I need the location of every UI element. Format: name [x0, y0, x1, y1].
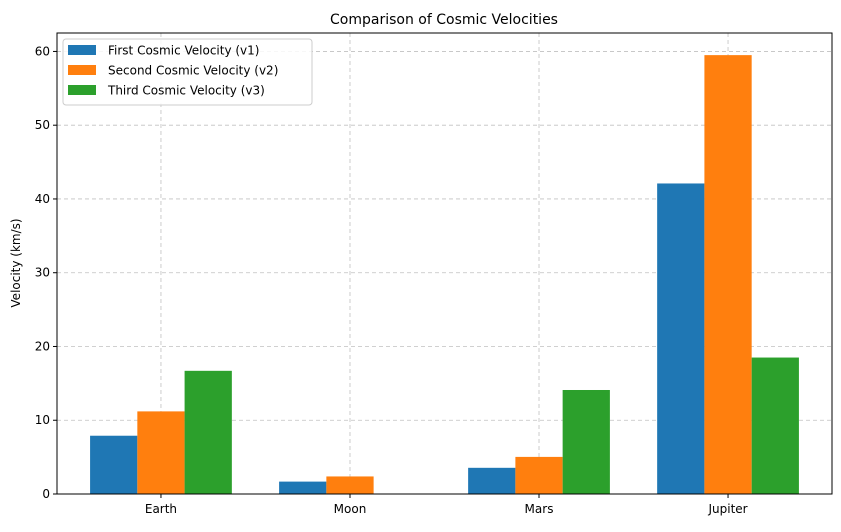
plot-frame: [56, 32, 833, 495]
y-tick-label: 60: [35, 44, 50, 58]
y-tick-label: 0: [42, 487, 50, 501]
bars: [90, 55, 799, 495]
y-tick-label: 10: [35, 413, 50, 427]
legend-label-series-1: First Cosmic Velocity (v1): [108, 44, 259, 58]
legend-swatch-series-2: [68, 65, 96, 75]
bar-earth-series-1: [90, 435, 138, 494]
axis-ticks: 0 10 20 30 40 50 60 Earth Moon Mars Jupiter: [35, 44, 748, 516]
bar-mars-series-3: [562, 389, 610, 494]
bar-jupiter-series-3: [751, 357, 799, 494]
legend: First Cosmic Velocity (v1) Second Cosmic …: [62, 38, 313, 106]
chart-title: Comparison of Cosmic Velocities: [330, 12, 558, 28]
legend-label-series-2: Second Cosmic Velocity (v2): [108, 64, 278, 78]
y-axis-label: Velocity (km/s): [9, 218, 23, 307]
x-tick-label: Moon: [334, 502, 367, 516]
y-tick-label: 20: [35, 339, 50, 353]
y-tick-label: 50: [35, 118, 50, 132]
x-tick-label: Jupiter: [707, 502, 747, 516]
bar-jupiter-series-1: [657, 183, 705, 494]
bar-mars-series-1: [468, 467, 516, 494]
legend-label-series-3: Third Cosmic Velocity (v3): [107, 84, 265, 98]
bar-moon-series-1: [279, 481, 327, 494]
bar-moon-series-2: [326, 476, 374, 494]
bar-earth-series-3: [184, 370, 232, 494]
x-tick-label: Earth: [145, 502, 177, 516]
bar-earth-series-2: [137, 411, 185, 494]
legend-frame: [62, 38, 313, 106]
bar-mars-series-2: [515, 456, 563, 494]
legend-swatch-series-3: [68, 85, 96, 95]
bar-jupiter-series-2: [704, 55, 752, 495]
y-tick-label: 30: [35, 266, 50, 280]
y-tick-label: 40: [35, 192, 50, 206]
legend-swatch-series-1: [68, 45, 96, 55]
x-tick-label: Mars: [525, 502, 554, 516]
